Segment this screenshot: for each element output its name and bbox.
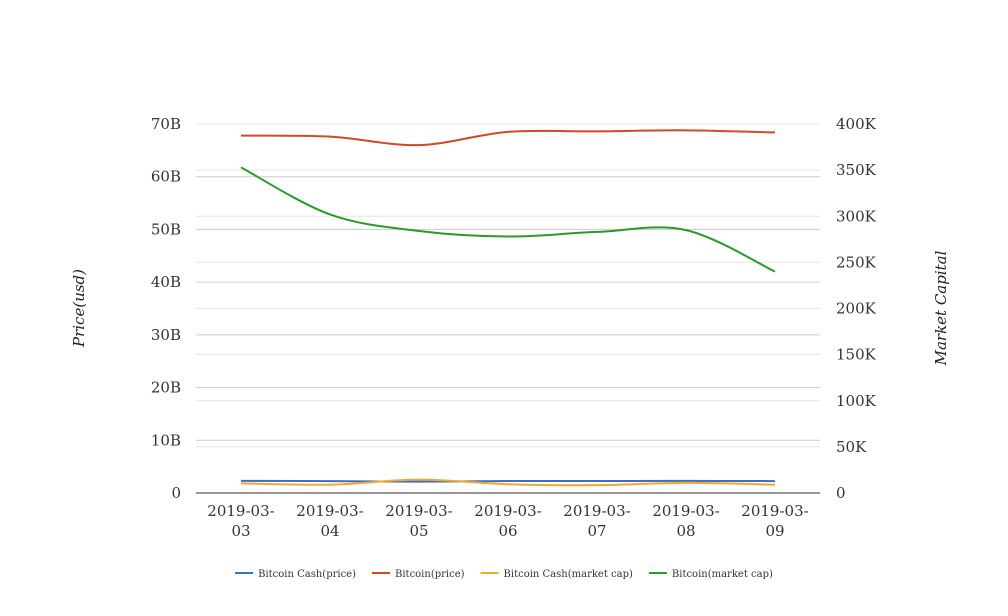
legend: Bitcoin Cash(price) Bitcoin(price) Bitcoin… — [235, 569, 773, 580]
x-tick-label: 2019-03-05 — [385, 502, 452, 540]
legend-item-bitcoin-price[interactable]: Bitcoin(price) — [372, 569, 465, 580]
y-left-tick-label: 50B — [151, 220, 181, 238]
y-axis-left-title: Price(usd) — [70, 269, 88, 348]
y-left-tick-label: 40B — [151, 273, 181, 291]
legend-label: Bitcoin Cash(market cap) — [504, 569, 633, 580]
series-line-bitcoin-market-cap — [240, 166, 776, 273]
y-axis-right-title: Market Capital — [932, 250, 950, 366]
legend-item-bitcoin-cash-market-cap[interactable]: Bitcoin Cash(market cap) — [480, 569, 633, 580]
x-tick-label: 2019-03-09 — [741, 502, 808, 540]
series-line-bitcoin-cash-market-cap — [240, 478, 776, 487]
x-tick-label: 2019-03-03 — [207, 502, 274, 540]
y-right-tick-label: 250K — [836, 253, 877, 271]
x-tick-label: 2019-03-06 — [474, 502, 541, 540]
legend-item-bitcoin-cash-price[interactable]: Bitcoin Cash(price) — [235, 569, 356, 580]
y-left-tick-label: 0 — [171, 484, 181, 502]
x-tick-label: 2019-03-07 — [563, 502, 630, 540]
y-right-tick-label: 400K — [836, 115, 877, 133]
legend-label: Bitcoin(price) — [395, 569, 465, 580]
y-right-tick-label: 150K — [836, 346, 877, 364]
y-left-tick-label: 60B — [151, 168, 181, 186]
series-line-bitcoin-cash-price — [240, 479, 776, 483]
x-tick-label: 2019-03-04 — [296, 502, 363, 540]
y-left-tick-label: 10B — [151, 431, 181, 449]
y-right-tick-label: 350K — [836, 161, 877, 179]
series-lines — [240, 129, 776, 487]
tick-labels: 0 10B 20B 30B 40B 50B 60B 70B 0 50K 100K 150K 200K 25… — [151, 115, 877, 540]
y-right-tick-label: 200K — [836, 300, 877, 318]
y-right-tick-label: 0 — [836, 484, 846, 502]
series-line-bitcoin-price — [240, 129, 776, 147]
y-right-tick-label: 300K — [836, 207, 877, 225]
gridlines — [196, 123, 820, 448]
y-right-tick-label: 100K — [836, 392, 877, 410]
y-left-tick-label: 30B — [151, 326, 181, 344]
legend-label: Bitcoin Cash(price) — [258, 569, 356, 580]
legend-item-bitcoin-market-cap[interactable]: Bitcoin(market cap) — [648, 569, 773, 580]
x-tick-label: 2019-03-08 — [652, 502, 719, 540]
legend-label: Bitcoin(market cap) — [672, 569, 773, 580]
y-left-tick-label: 70B — [151, 115, 181, 133]
y-right-tick-label: 50K — [836, 438, 867, 456]
y-left-tick-label: 20B — [151, 379, 181, 397]
